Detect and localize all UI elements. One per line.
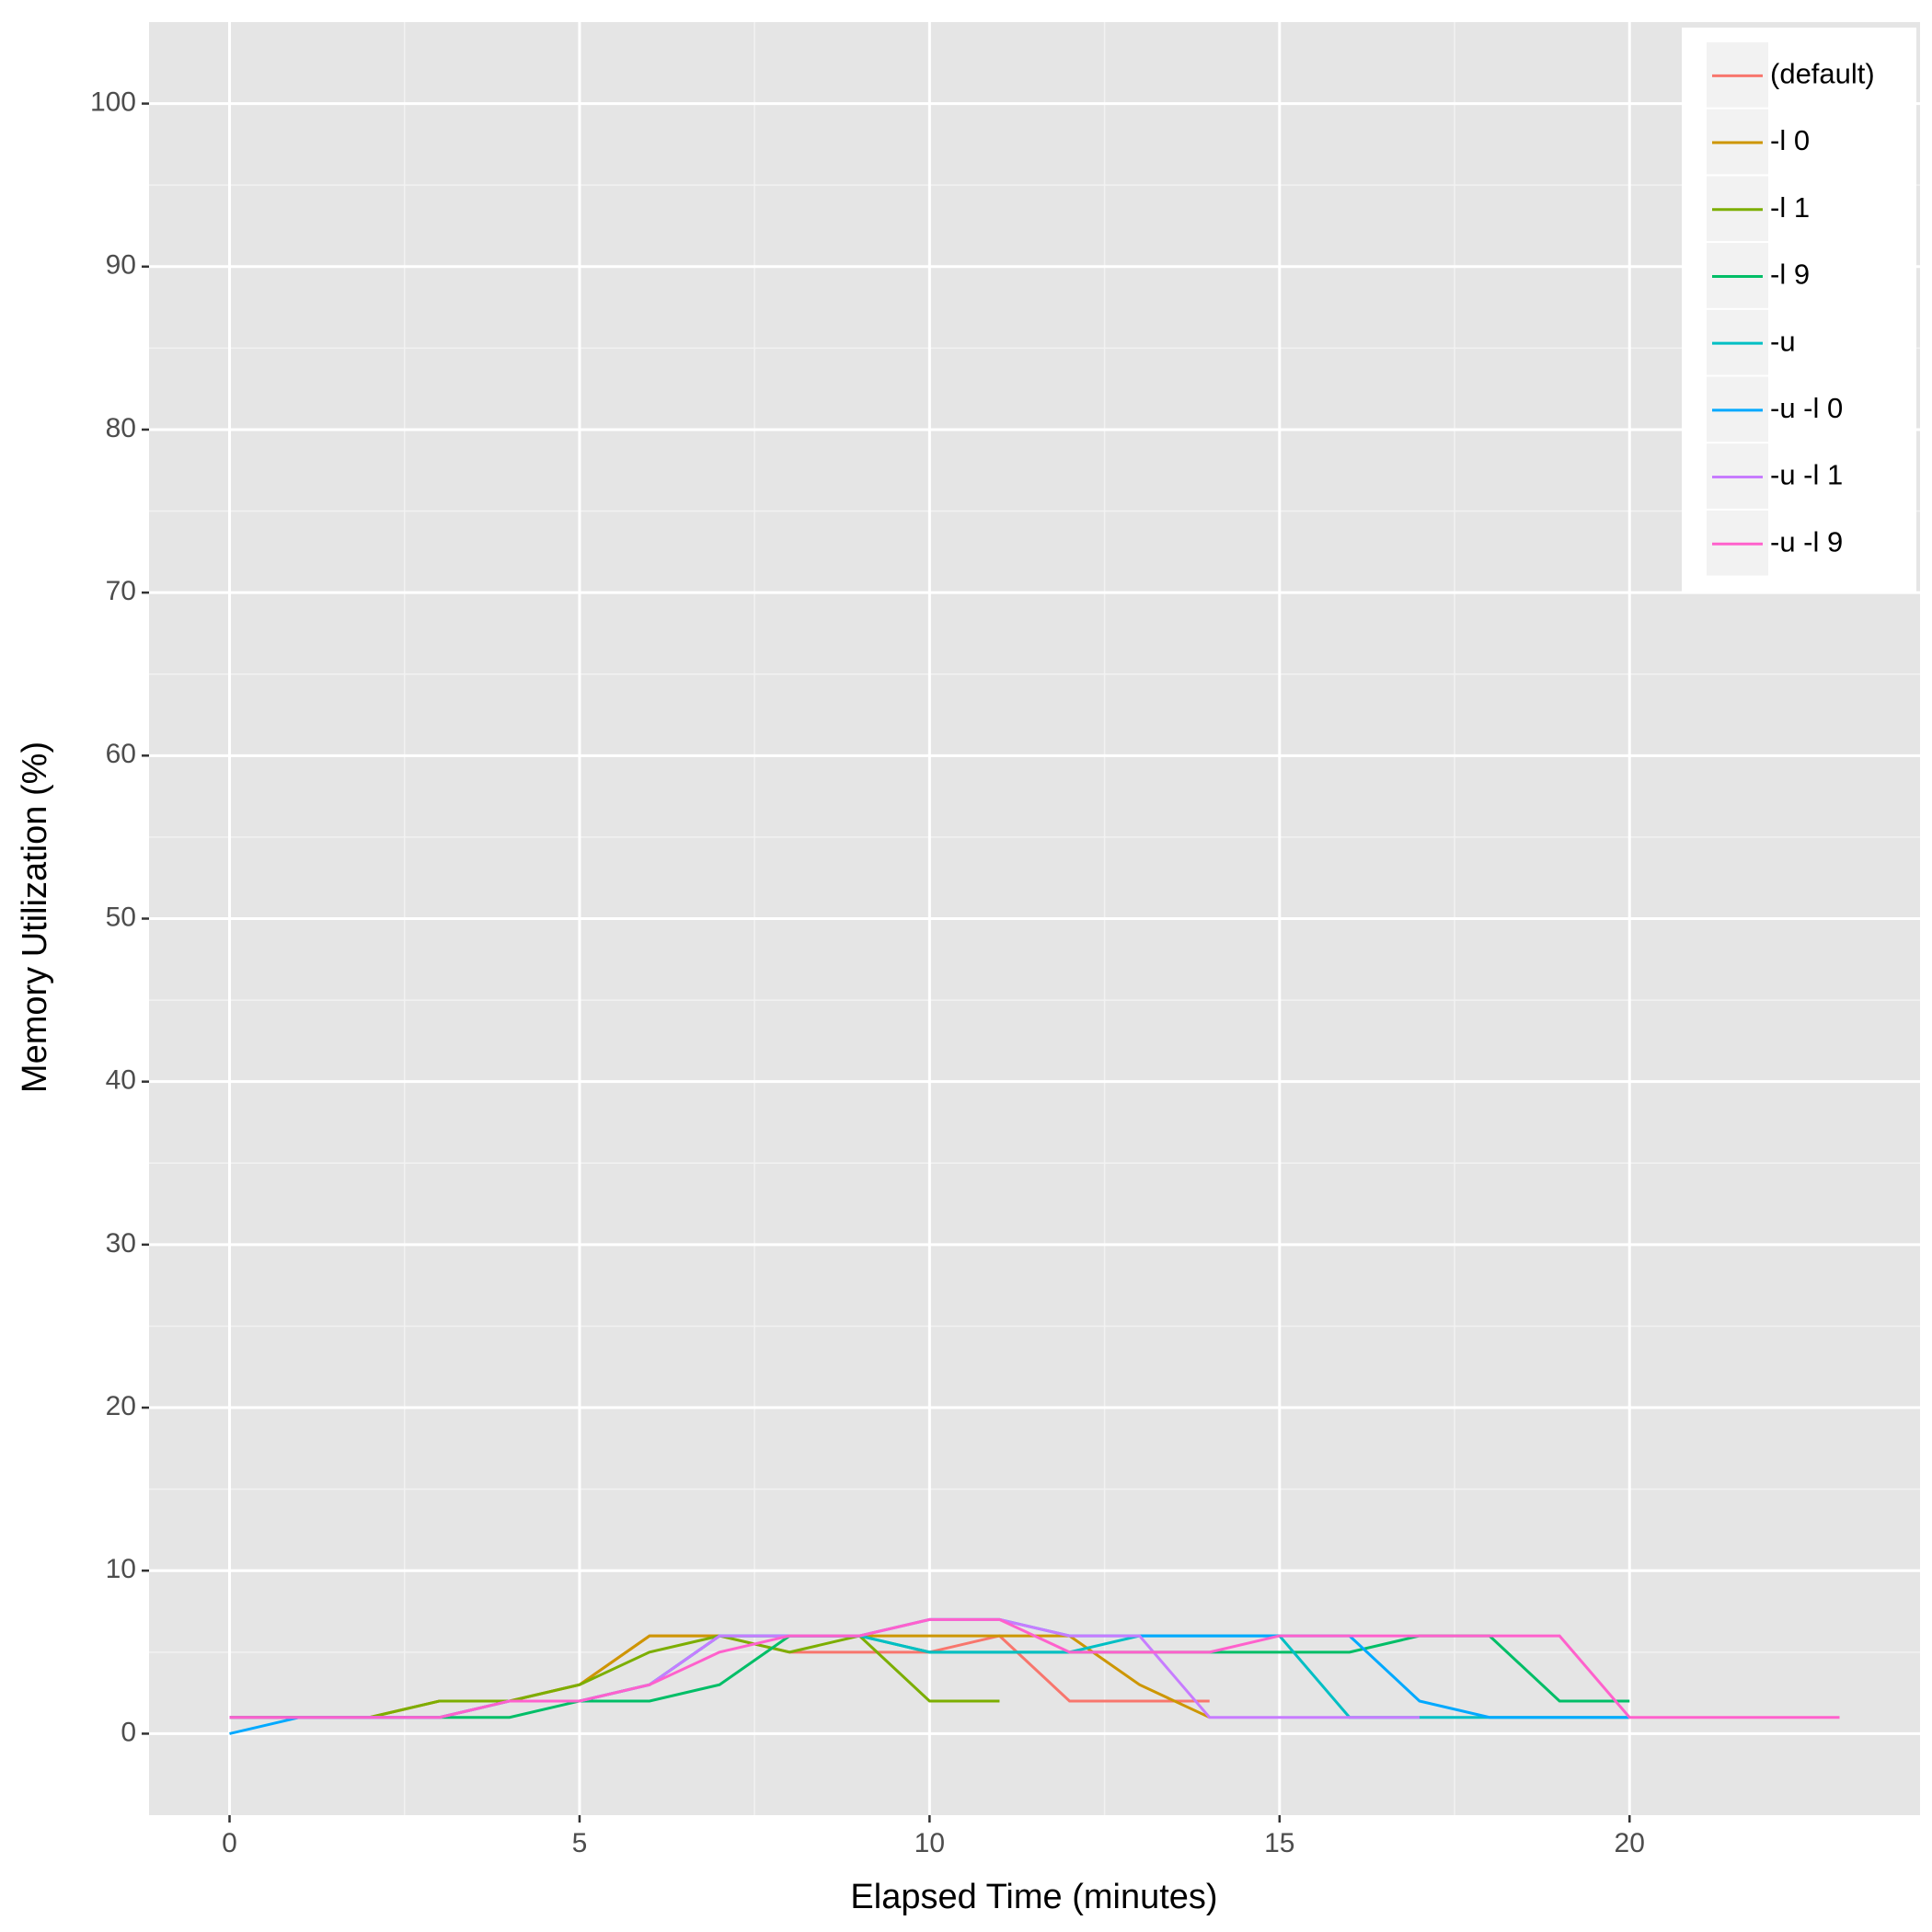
legend: (default) -l 0 -l 1 -l 9 -u -u -l 0 -u -l 1 -u … — [1682, 28, 1916, 592]
y-axis-title: Memory Utilization (%) — [16, 742, 54, 1093]
y-tick-label: 20 — [106, 1391, 136, 1421]
lines — [229, 1617, 1840, 1735]
legend-label: -u -l 1 — [1770, 459, 1843, 491]
legend-label: -l 9 — [1770, 259, 1810, 291]
y-tick-label: 30 — [106, 1228, 136, 1259]
legend-label: -l 1 — [1770, 191, 1810, 224]
x-tick-label: 15 — [1264, 1828, 1294, 1858]
y-tick-label: 80 — [106, 413, 136, 443]
y-tick-label: 40 — [106, 1065, 136, 1096]
y-tick-label: 10 — [106, 1554, 136, 1584]
grid — [149, 22, 1920, 1815]
y-tick-label: 90 — [106, 250, 136, 281]
x-tick-label: 0 — [222, 1828, 237, 1858]
series-line — [229, 1617, 1840, 1719]
y-tick-label: 60 — [106, 739, 136, 769]
legend-label: -l 0 — [1770, 124, 1810, 156]
legend-label: -u -l 9 — [1770, 525, 1843, 558]
legend-label: (default) — [1770, 58, 1875, 90]
legend-label: -u -l 0 — [1770, 392, 1843, 424]
y-tick-label: 0 — [121, 1717, 136, 1747]
axes: 0 10 20 30 40 50 60 70 80 90 100 0 5 10 15 20 — [90, 87, 1645, 1858]
x-axis-title: Elapsed Time (minutes) — [850, 1878, 1217, 1916]
legend-label: -u — [1770, 325, 1796, 357]
y-tick-label: 70 — [106, 576, 136, 606]
y-tick-label: 100 — [90, 87, 136, 118]
x-tick-label: 10 — [914, 1828, 945, 1858]
y-tick-label: 50 — [106, 902, 136, 932]
x-tick-label: 20 — [1615, 1828, 1645, 1858]
x-tick-label: 5 — [572, 1828, 588, 1858]
